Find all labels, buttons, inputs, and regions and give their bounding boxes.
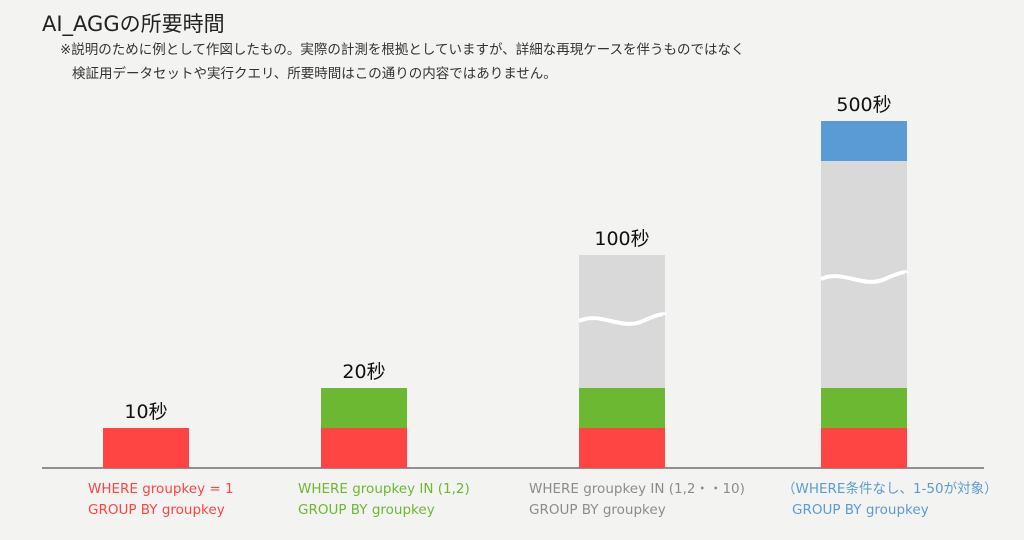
bar-4-segment-blue xyxy=(821,121,907,161)
bar-3-segment-green xyxy=(579,388,665,428)
category-label-2: WHERE groupkey IN (1,2) GROUP BY groupke… xyxy=(298,479,470,521)
bar-2-segment-red xyxy=(321,428,407,468)
bar-3-segment-red xyxy=(579,428,665,468)
bar-4-segment-red xyxy=(821,428,907,468)
category-label-4: （WHERE条件なし、1-50が対象） GROUP BY groupkey xyxy=(782,479,998,521)
bar-4-axis-break xyxy=(820,270,909,284)
bar-3-value-label: 100秒 xyxy=(594,228,649,250)
disclaimer-note: ※説明のために例として作図したもの。実際の計測を根拠としていますが、詳細な再現ケ… xyxy=(60,38,745,86)
category-label-4-line2: GROUP BY groupkey xyxy=(792,502,929,518)
disclaimer-line-1: ※説明のために例として作図したもの。実際の計測を根拠としていますが、詳細な再現ケ… xyxy=(60,42,745,58)
bar-1-segment-red xyxy=(103,428,189,468)
category-label-3-line2: GROUP BY groupkey xyxy=(529,502,666,518)
category-label-1-line2: GROUP BY groupkey xyxy=(88,502,225,518)
category-label-2-line1: WHERE groupkey IN (1,2) xyxy=(298,481,470,497)
category-label-3-line1: WHERE groupkey IN (1,2・・10) xyxy=(529,481,745,497)
chart-title: AI_AGGの所要時間 xyxy=(42,12,225,36)
bar-1-value-label: 10秒 xyxy=(124,401,167,423)
bar-2-value-label: 20秒 xyxy=(342,361,385,383)
category-label-2-line2: GROUP BY groupkey xyxy=(298,502,435,518)
bar-3-axis-break xyxy=(578,312,667,326)
category-label-1: WHERE groupkey = 1 GROUP BY groupkey xyxy=(88,479,234,521)
bar-4-value-label: 500秒 xyxy=(836,94,891,116)
disclaimer-line-2: 検証用データセットや実行クエリ、所要時間はこの通りの内容ではありません。 xyxy=(72,66,557,82)
category-label-1-line1: WHERE groupkey = 1 xyxy=(88,481,234,497)
category-label-4-line1: （WHERE条件なし、1-50が対象） xyxy=(782,481,998,497)
bar-4-segment-green xyxy=(821,388,907,428)
category-label-3: WHERE groupkey IN (1,2・・10) GROUP BY gro… xyxy=(529,479,745,521)
bar-2-segment-green xyxy=(321,388,407,428)
